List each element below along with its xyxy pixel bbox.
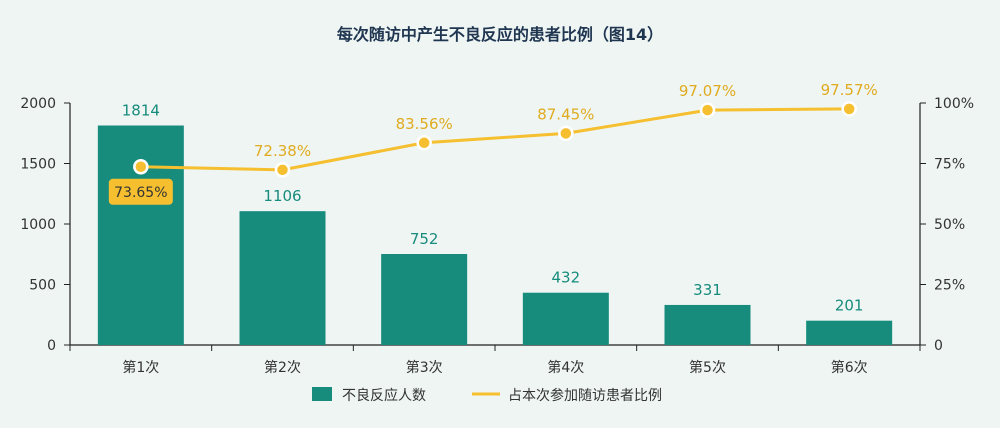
line-point bbox=[841, 101, 857, 117]
y-left-tick-label: 0 bbox=[47, 338, 56, 354]
chart-title: 每次随访中产生不良反应的患者比例（图14） bbox=[337, 25, 663, 44]
line-data-label: 83.56% bbox=[396, 115, 453, 133]
y-left-tick-label: 2000 bbox=[20, 96, 56, 112]
bar-data-label: 432 bbox=[552, 269, 581, 287]
line-data-label: 97.07% bbox=[679, 82, 736, 100]
bar-data-labels: 1814 1106 752 432 331 201 bbox=[122, 102, 864, 315]
line-series bbox=[133, 101, 857, 178]
bar bbox=[381, 254, 468, 345]
bar-data-label: 1814 bbox=[122, 102, 160, 120]
y-right-tick-label: 0 bbox=[934, 338, 943, 354]
bar bbox=[522, 292, 609, 345]
line-point bbox=[274, 162, 291, 178]
legend-bar-swatch bbox=[312, 387, 332, 401]
line-point bbox=[416, 135, 432, 151]
bar bbox=[97, 125, 184, 345]
bar-data-label: 752 bbox=[410, 230, 439, 248]
bar bbox=[806, 320, 893, 345]
x-tick-label: 第3次 bbox=[406, 359, 443, 376]
legend-bar-label: 不良反应人数 bbox=[342, 387, 426, 404]
bar-data-label: 331 bbox=[693, 281, 722, 299]
line-point bbox=[699, 102, 716, 118]
x-tick-label: 第2次 bbox=[264, 359, 301, 376]
y-right-tick-label: 75% bbox=[934, 157, 965, 173]
line-point bbox=[133, 159, 149, 175]
line-data-labels: 73.65% 72.38% 83.56% 87.45% 97.07% 97.57% bbox=[108, 81, 878, 205]
bar-data-label: 1106 bbox=[263, 187, 301, 205]
x-tick-label: 第6次 bbox=[831, 359, 868, 376]
bar-data-label: 201 bbox=[835, 297, 864, 315]
y-left-tick-label: 1500 bbox=[20, 157, 56, 173]
highlight-label-box bbox=[108, 178, 173, 205]
legend: 不良反应人数 占本次参加随访患者比例 bbox=[312, 387, 662, 404]
legend-line-label: 占本次参加随访患者比例 bbox=[508, 387, 662, 404]
bar bbox=[239, 211, 326, 345]
x-tick-label: 第1次 bbox=[122, 359, 159, 376]
x-tick-label: 第5次 bbox=[689, 359, 726, 376]
line-point bbox=[558, 125, 574, 142]
y-right-tick-label: 50% bbox=[934, 217, 965, 233]
bar bbox=[664, 304, 751, 345]
line-data-label: 72.38% bbox=[254, 142, 311, 160]
line-data-label: 73.65% bbox=[114, 185, 167, 201]
bar-series bbox=[97, 125, 893, 345]
line-data-label: 97.57% bbox=[821, 81, 878, 99]
y-right-tick-label: 100% bbox=[934, 96, 974, 112]
line-path bbox=[140, 107, 850, 172]
y-left-tick-label: 500 bbox=[29, 278, 56, 294]
y-left-tick-label: 1000 bbox=[20, 217, 56, 233]
x-tick-label: 第4次 bbox=[547, 359, 584, 376]
y-right-tick-label: 25% bbox=[934, 278, 965, 294]
line-data-label: 87.45% bbox=[537, 105, 594, 123]
axes: 0 500 1000 1500 2000 0 25% 50% 75% 100% 第1次 第2次 第3次 第… bbox=[20, 96, 974, 376]
